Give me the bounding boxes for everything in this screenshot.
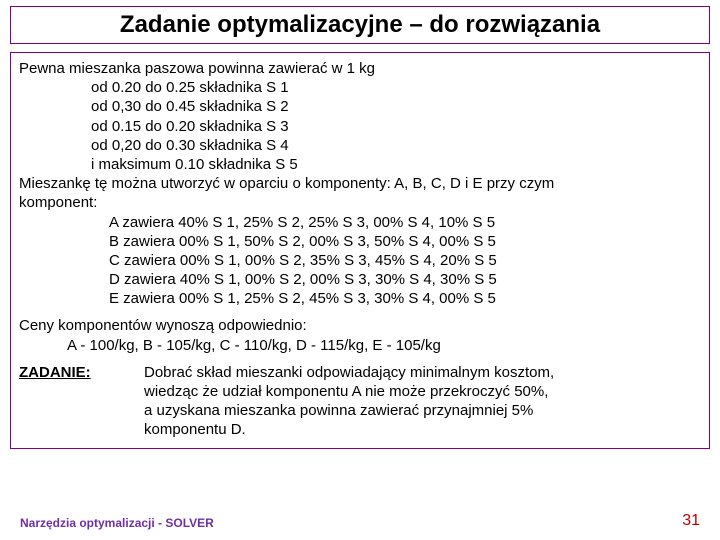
mix-intro-line: Mieszankę tę można utworzyć w oparciu o … [19,174,701,193]
prices-line: A - 100/kg, B - 105/kg, C - 110/kg, D - … [19,336,701,355]
task-line: komponentu D. [144,420,701,439]
spacer [19,308,701,316]
prices-label: Ceny komponentów wynoszą odpowiednio: [19,316,701,335]
task-line: Dobrać skład mieszanki odpowiadający min… [144,363,701,382]
footer-left: Narzędzia optymalizacji - SOLVER [20,516,214,530]
component-line: E zawiera 00% S 1, 25% S 2, 45% S 3, 30%… [19,289,701,308]
page-number: 31 [682,512,700,530]
slide-title: Zadanie optymalizacyjne – do rozwiązania [120,11,600,38]
constraint-line: i maksimum 0.10 składnika S 5 [19,155,701,174]
title-box: Zadanie optymalizacyjne – do rozwiązania [10,6,710,44]
intro-line: Pewna mieszanka paszowa powinna zawierać… [19,59,701,78]
component-line: A zawiera 40% S 1, 25% S 2, 25% S 3, 00%… [19,213,701,232]
slide: Zadanie optymalizacyjne – do rozwiązania… [0,0,720,540]
component-line: B zawiera 00% S 1, 50% S 2, 00% S 3, 50%… [19,232,701,251]
task-label: ZADANIE: [19,363,144,382]
spacer [19,355,701,363]
task-line: a uzyskana mieszanka powinna zawierać pr… [144,401,701,420]
constraint-line: od 0.15 do 0.20 składnika S 3 [19,117,701,136]
mix-intro-line: komponent: [19,193,701,212]
task-line: wiedząc że udział komponentu A nie może … [144,382,701,401]
component-line: D zawiera 40% S 1, 00% S 2, 00% S 3, 30%… [19,270,701,289]
content-box: Pewna mieszanka paszowa powinna zawierać… [10,52,710,449]
constraint-line: od 0.20 do 0.25 składnika S 1 [19,78,701,97]
task-row: ZADANIE: Dobrać skład mieszanki odpowiad… [19,363,701,440]
task-text: Dobrać skład mieszanki odpowiadający min… [144,363,701,440]
constraint-line: od 0,20 do 0.30 składnika S 4 [19,136,701,155]
constraint-line: od 0,30 do 0.45 składnika S 2 [19,97,701,116]
component-line: C zawiera 00% S 1, 00% S 2, 35% S 3, 45%… [19,251,701,270]
